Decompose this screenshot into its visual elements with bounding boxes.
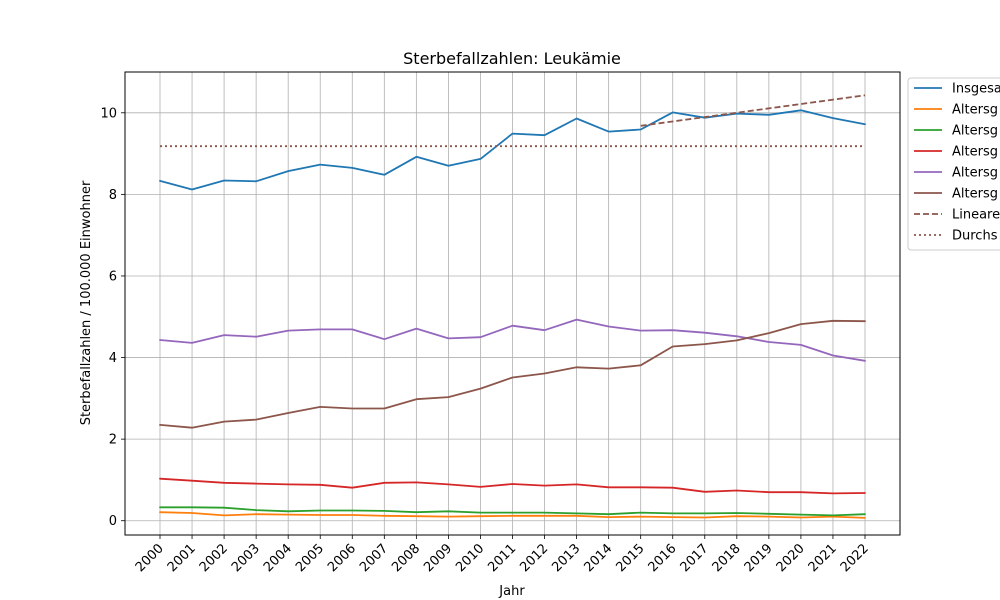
y-axis-label: Sterbefallzahlen / 100.000 Einwohner [79, 180, 94, 425]
series-layer [159, 94, 866, 519]
series-line-1 [159, 109, 866, 191]
y-tick-label: 2 [109, 433, 117, 448]
legend: Insgesa Altersg Altersg Altersg Altersg Alter… [907, 77, 1000, 251]
x-tick-label: 2017 [678, 541, 712, 575]
x-tick-label: 2010 [453, 541, 487, 575]
legend-label: Altersg [952, 187, 998, 202]
series-line-6 [159, 319, 866, 429]
x-tick-label: 2013 [549, 541, 583, 575]
legend-label: Altersg [952, 124, 998, 139]
x-tick-label: 2012 [517, 541, 551, 575]
x-tick-label: 2002 [197, 541, 231, 575]
y-tick-label: 8 [109, 188, 117, 203]
x-tick-label: 2014 [581, 541, 615, 575]
grid [125, 72, 900, 535]
x-tick-label: 2009 [421, 541, 455, 575]
x-tick-label: 2016 [646, 541, 680, 575]
series-line-2 [159, 511, 866, 519]
x-tick-label: 2015 [614, 541, 648, 575]
legend-label: Durchs [952, 229, 998, 244]
x-tick-label: 2022 [838, 541, 872, 575]
y-tick-label: 6 [109, 269, 117, 284]
y-tick-label: 0 [109, 514, 117, 529]
x-tick-label: 2018 [710, 541, 744, 575]
x-tick-label: 2004 [261, 541, 295, 575]
x-tick-label: 2020 [774, 541, 808, 575]
x-tick-label: 2006 [325, 541, 359, 575]
y-tick-label: 4 [109, 351, 117, 366]
x-tick-label: 2001 [165, 541, 199, 575]
x-tick-label: 2003 [229, 541, 263, 575]
legend-label: Lineare [952, 208, 1000, 223]
series-line-4 [159, 477, 866, 495]
legend-label: Insgesa [952, 82, 1000, 97]
legend-label: Altersg [952, 145, 998, 160]
x-tick-label: 2011 [485, 541, 519, 575]
legend-label: Altersg [952, 166, 998, 181]
legend-box [907, 77, 1000, 251]
y-tick-label: 10 [100, 106, 117, 121]
x-tick-label: 2019 [742, 541, 776, 575]
x-tick-label: 2000 [133, 541, 167, 575]
ticks: 2000200120022003200420052006200720082009… [100, 106, 871, 575]
legend-label: Altersg [952, 103, 998, 118]
x-tick-label: 2005 [293, 541, 327, 575]
x-tick-label: 2021 [806, 541, 840, 575]
x-tick-label: 2007 [357, 541, 391, 575]
x-axis-label: Jahr [498, 584, 525, 599]
series-line-3 [159, 506, 866, 517]
chart-title: Sterbefallzahlen: Leukämie [403, 49, 621, 68]
series-line-7 [640, 94, 866, 127]
x-tick-label: 2008 [389, 541, 423, 575]
